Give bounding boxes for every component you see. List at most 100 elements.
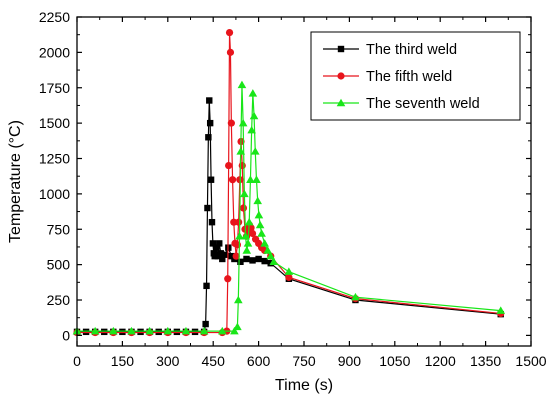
data-point xyxy=(241,232,250,240)
data-point xyxy=(255,220,265,229)
series-line xyxy=(77,100,501,333)
data-point xyxy=(208,218,216,226)
y-tick-label: 500 xyxy=(47,257,71,273)
y-tick-label: 1000 xyxy=(39,186,70,202)
data-point xyxy=(248,229,257,238)
data-point xyxy=(263,246,272,254)
data-point xyxy=(235,232,244,240)
legend-label: The third weld xyxy=(366,42,457,58)
data-point xyxy=(235,218,243,226)
data-point xyxy=(225,161,233,170)
series-1 xyxy=(73,97,504,336)
x-axis-label: Time (s) xyxy=(275,377,333,394)
x-tick-label: 300 xyxy=(156,353,180,369)
x-tick-label: 1050 xyxy=(379,353,410,369)
data-point xyxy=(240,189,249,198)
data-point xyxy=(230,326,239,335)
data-point xyxy=(234,295,243,304)
data-point xyxy=(232,252,240,260)
data-point xyxy=(253,196,262,205)
y-tick-label: 1500 xyxy=(39,115,70,131)
data-point xyxy=(250,147,260,155)
legend: The third weld The fifth weld The seventh … xyxy=(310,31,521,121)
data-point xyxy=(191,328,199,336)
data-point xyxy=(243,239,253,247)
data-point xyxy=(82,328,90,336)
legend-marker xyxy=(336,98,346,107)
y-tick-label: 2000 xyxy=(39,44,70,60)
data-point xyxy=(204,204,211,212)
data-point xyxy=(243,255,250,263)
x-tick-label: 900 xyxy=(338,353,362,369)
series-line xyxy=(77,84,501,332)
data-point xyxy=(249,257,256,264)
data-point xyxy=(237,80,247,89)
data-point xyxy=(257,229,266,237)
data-point xyxy=(119,328,126,336)
legend-marker xyxy=(337,72,345,80)
legend-marker xyxy=(337,45,345,53)
data-point xyxy=(249,111,259,120)
data-point xyxy=(351,292,360,301)
data-point xyxy=(217,326,227,335)
data-point xyxy=(217,250,224,257)
data-point xyxy=(173,328,181,336)
data-point xyxy=(101,328,108,336)
data-point xyxy=(226,48,235,56)
data-point xyxy=(244,217,254,226)
data-point xyxy=(127,326,136,335)
data-point xyxy=(209,240,217,247)
data-point xyxy=(199,326,209,335)
y-tick-label: 1250 xyxy=(39,151,70,167)
plot-series xyxy=(72,28,506,337)
x-tick-label: 750 xyxy=(292,353,316,369)
data-point xyxy=(145,326,154,335)
data-point xyxy=(219,255,226,263)
data-point xyxy=(206,119,214,127)
data-point xyxy=(206,97,213,104)
x-tick-label: 1500 xyxy=(515,353,546,369)
x-tick-label: 1350 xyxy=(470,353,501,369)
data-point xyxy=(109,326,118,335)
data-point xyxy=(203,282,210,290)
data-point xyxy=(238,161,246,170)
data-point xyxy=(205,134,212,141)
data-point xyxy=(228,176,237,184)
y-tick-label: 0 xyxy=(62,327,70,343)
y-tick-label: 750 xyxy=(47,221,71,237)
data-point xyxy=(248,89,258,97)
data-point xyxy=(246,175,255,183)
series-3 xyxy=(72,80,506,335)
legend-label: The seventh weld xyxy=(366,96,480,112)
data-point xyxy=(213,244,220,251)
data-point xyxy=(224,275,232,283)
x-tick-label: 150 xyxy=(111,353,135,369)
legend-item: The third weld xyxy=(323,42,457,58)
data-point xyxy=(207,176,215,183)
data-point xyxy=(496,306,506,314)
data-point xyxy=(163,326,173,335)
y-tick-label: 250 xyxy=(47,292,71,308)
x-axis: 0 150 300 450 600 750 900 1050 1200 1350 1500 xyxy=(73,17,547,369)
data-point xyxy=(137,328,144,336)
y-axis-label: Temperature (°C) xyxy=(7,120,24,243)
data-point xyxy=(90,326,100,335)
data-point xyxy=(202,320,209,328)
legend-item: The fifth weld xyxy=(323,69,452,85)
y-tick-label: 2250 xyxy=(39,9,70,25)
legend-item: The seventh weld xyxy=(323,96,480,112)
data-point xyxy=(239,204,248,212)
data-point xyxy=(233,322,242,331)
data-point xyxy=(155,328,162,336)
x-tick-label: 1200 xyxy=(425,353,456,369)
data-point xyxy=(254,210,264,219)
data-point xyxy=(227,119,235,127)
legend-label: The fifth weld xyxy=(366,69,452,85)
data-point xyxy=(266,251,276,260)
y-tick-label: 1750 xyxy=(39,80,70,96)
data-point xyxy=(216,240,223,247)
data-point xyxy=(238,118,248,127)
data-point xyxy=(260,239,269,247)
data-point xyxy=(261,257,268,265)
